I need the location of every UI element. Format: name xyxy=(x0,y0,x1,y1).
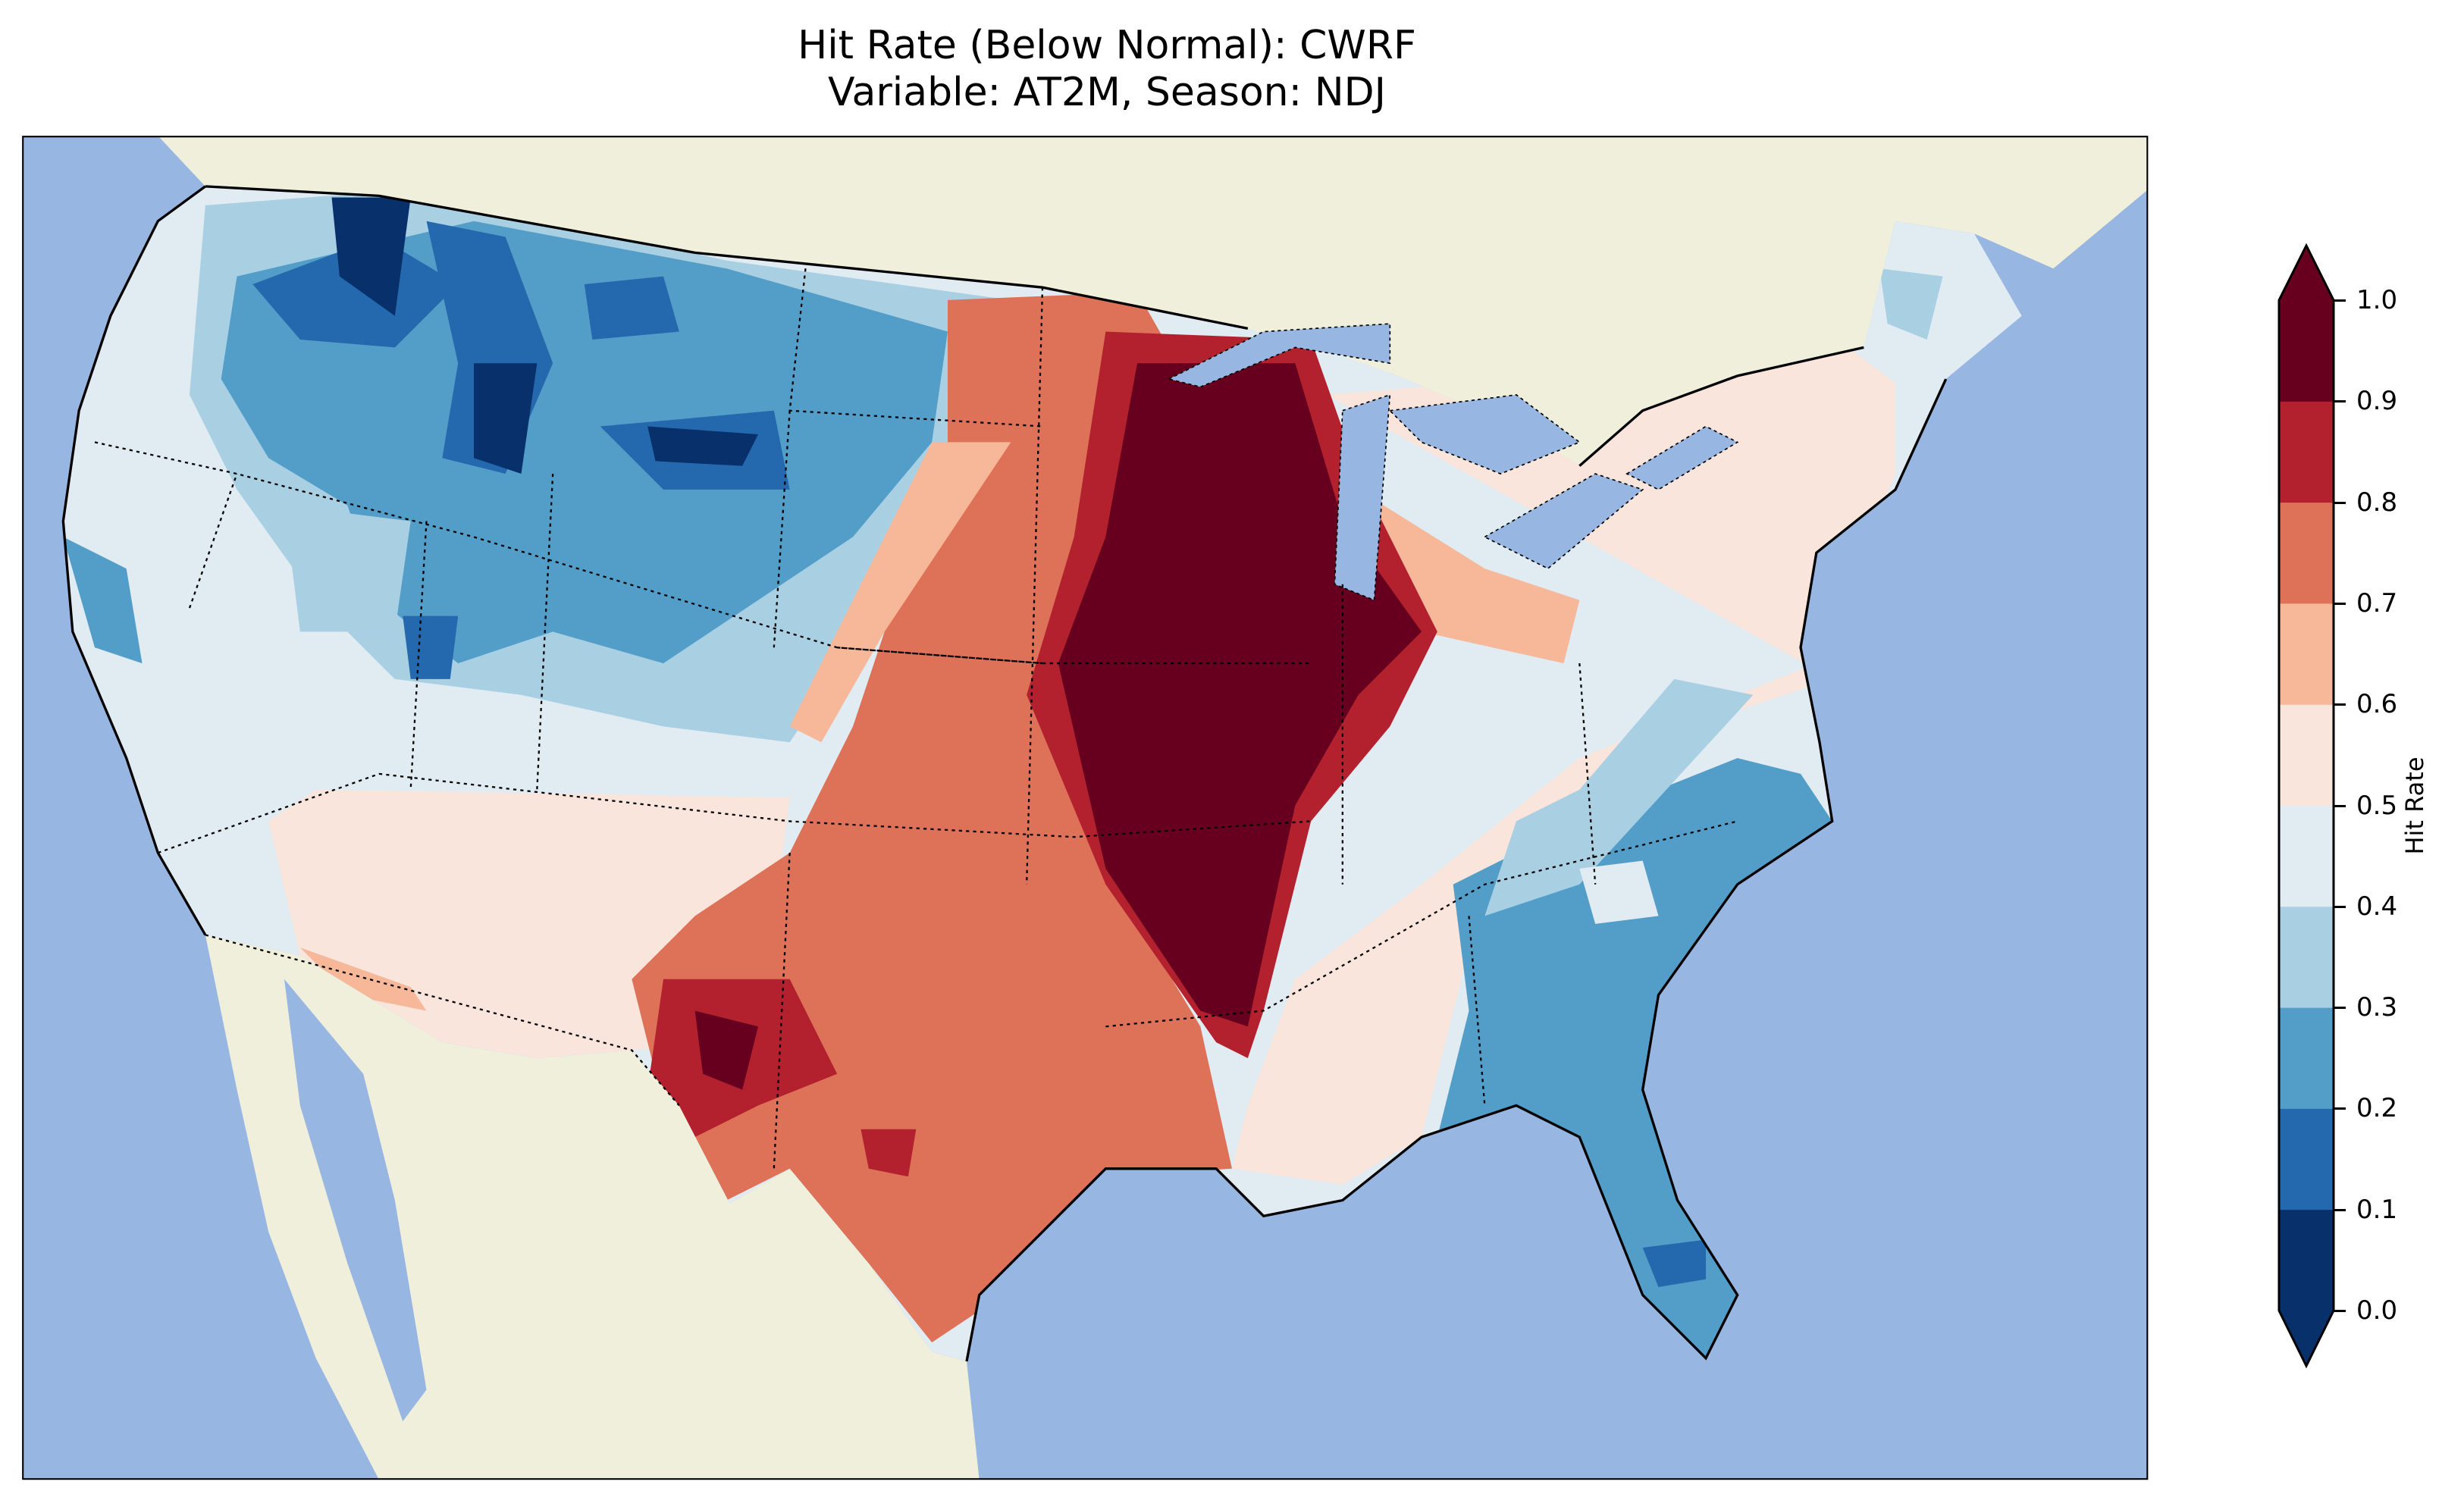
colorbar-tick-label: 0.7 xyxy=(2356,587,2398,619)
colorbar-segment xyxy=(2279,502,2334,604)
colorbar-tick-mark xyxy=(2334,1007,2346,1010)
state-borders xyxy=(94,268,1738,1169)
colorbar xyxy=(2277,243,2335,1369)
colorbar-tick-mark xyxy=(2334,905,2346,908)
colorbar-tick-mark xyxy=(2334,1208,2346,1211)
colorbar-extend-min xyxy=(2279,1311,2334,1366)
colorbar-tick-label: 0.9 xyxy=(2356,386,2398,417)
colorbar-segment xyxy=(2279,1007,2334,1109)
colorbar-label: Hit Rate xyxy=(2400,756,2429,855)
colorbar-tick-mark xyxy=(2334,703,2346,706)
colorbar-tick-label: 0.1 xyxy=(2356,1194,2398,1225)
colorbar-segment xyxy=(2279,906,2334,1008)
colorbar-tick-mark xyxy=(2334,602,2346,605)
colorbar-tick-mark xyxy=(2334,1107,2346,1110)
hit-rate-field xyxy=(63,186,2022,1361)
colorbar-extend-max xyxy=(2279,246,2334,300)
colorbar-tick-label: 1.0 xyxy=(2356,285,2398,315)
colorbar-segment xyxy=(2279,805,2334,907)
colorbar-segment xyxy=(2279,401,2334,503)
chart-title: Hit Rate (Below Normal): CWRF xyxy=(798,23,1416,68)
colorbar-tick-mark xyxy=(2334,501,2346,504)
colorbar-segment xyxy=(2279,1209,2334,1311)
colorbar-segment xyxy=(2279,603,2334,705)
colorbar-tick-label: 0.4 xyxy=(2356,891,2398,922)
colorbar-tick-label: 0.5 xyxy=(2356,790,2398,821)
baja-gulf xyxy=(284,979,427,1422)
colorbar-tick-mark xyxy=(2334,400,2346,403)
coastline xyxy=(61,185,1948,1362)
land-north xyxy=(158,136,2149,466)
colorbar-segment xyxy=(2279,1108,2334,1211)
colorbar-tick-mark xyxy=(2334,804,2346,807)
colorbar-tick-label: 0.6 xyxy=(2356,689,2398,720)
chart-subtitle: Variable: AT2M, Season: NDJ xyxy=(828,70,1386,115)
colorbar-tick-mark xyxy=(2334,299,2346,302)
great-lakes xyxy=(1167,323,1739,601)
colorbar-tick-label: 0.0 xyxy=(2356,1295,2398,1326)
colorbar-tick-label: 0.2 xyxy=(2356,1093,2398,1124)
colorbar-tick-label: 0.8 xyxy=(2356,487,2398,518)
colorbar-segment xyxy=(2279,704,2334,806)
colorbar-tick-mark xyxy=(2334,1310,2346,1312)
colorbar-tick-label: 0.3 xyxy=(2356,992,2398,1023)
colorbar-segment xyxy=(2279,300,2334,402)
